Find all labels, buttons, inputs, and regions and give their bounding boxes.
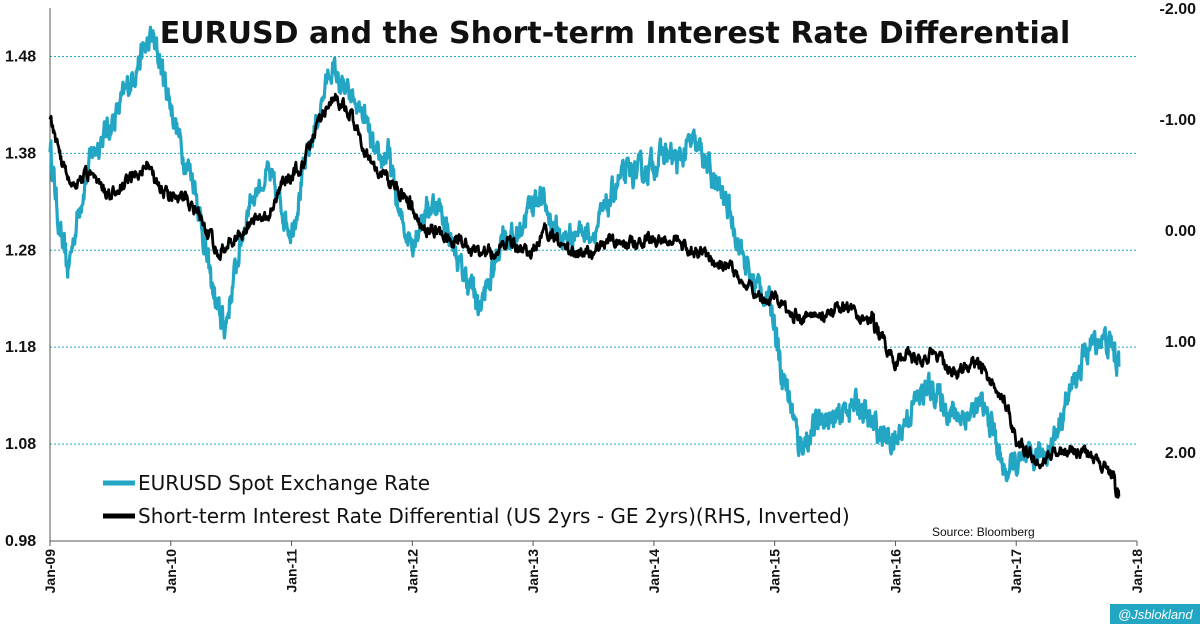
series-line-rate-differential [48, 92, 1121, 499]
legend-label-eurusd: EURUSD Spot Exchange Rate [138, 471, 430, 495]
series-lines [48, 25, 1121, 499]
y-right-tick-label: 1.00 [1165, 334, 1196, 351]
legend-label-rate-diff: Short-term Interest Rate Differential (U… [138, 504, 850, 528]
credit-handle: @Jsblokland [1118, 607, 1193, 622]
credit-badge [1110, 604, 1200, 624]
y-left-tick-label: 1.38 [5, 145, 36, 162]
x-tick-label: Jan-13 [525, 549, 541, 594]
source-note: Source: Bloomberg [932, 525, 1035, 539]
x-tick-label: Jan-12 [404, 549, 420, 594]
y-axis-left: 0.98 1.08 1.18 1.28 1.38 1.48 [5, 8, 51, 550]
gridlines [50, 55, 1137, 445]
x-tick-label: Jan-15 [767, 549, 783, 594]
y-right-tick-label: 2.00 [1165, 445, 1196, 462]
y-right-tick-label: -1.00 [1160, 112, 1197, 129]
y-right-tick-label: -2.00 [1160, 1, 1197, 18]
series-line-eurusd [48, 25, 1121, 483]
x-tick-label: Jan-10 [163, 549, 179, 594]
chart-title: EURUSD and the Short-term Interest Rate … [160, 16, 1071, 51]
y-left-tick-label: 1.08 [5, 436, 36, 453]
x-tick-label: Jan-17 [1008, 549, 1024, 594]
y-axis-right: -2.00 -1.00 0.00 1.00 2.00 [1160, 1, 1197, 462]
y-left-tick-label: 0.98 [5, 533, 36, 550]
x-tick-label: Jan-18 [1129, 549, 1145, 594]
x-tick-label: Jan-16 [887, 549, 903, 594]
x-axis: Jan-09 Jan-10 Jan-11 Jan-12 Jan-13 Jan-14 Jan-… [42, 540, 1145, 594]
x-tick-label: Jan-09 [42, 549, 58, 594]
y-left-tick-label: 1.48 [5, 48, 36, 65]
y-right-tick-label: 0.00 [1165, 223, 1196, 240]
x-tick-label: Jan-11 [284, 549, 300, 593]
y-left-tick-label: 1.28 [5, 242, 36, 259]
y-left-tick-label: 1.18 [5, 339, 36, 356]
legend: EURUSD Spot Exchange Rate Short-term Int… [103, 471, 850, 528]
x-tick-label: Jan-14 [646, 549, 662, 594]
